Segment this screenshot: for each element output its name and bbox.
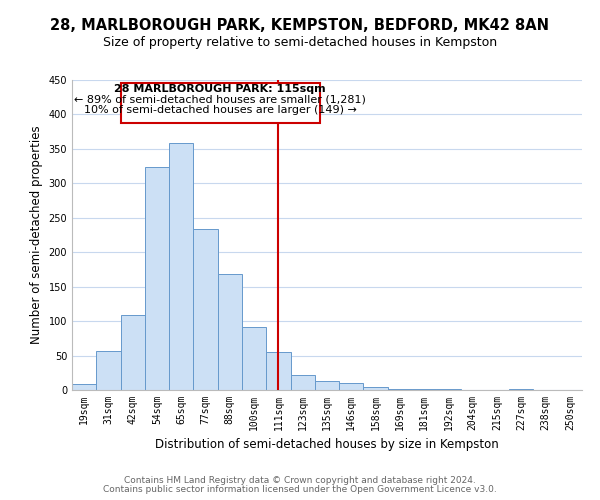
Text: Size of property relative to semi-detached houses in Kempston: Size of property relative to semi-detach… — [103, 36, 497, 49]
Bar — [266, 352, 290, 390]
Bar — [388, 388, 412, 390]
Text: 28, MARLBOROUGH PARK, KEMPSTON, BEDFORD, MK42 8AN: 28, MARLBOROUGH PARK, KEMPSTON, BEDFORD,… — [50, 18, 550, 32]
Bar — [364, 386, 388, 390]
Bar — [145, 168, 169, 390]
X-axis label: Distribution of semi-detached houses by size in Kempston: Distribution of semi-detached houses by … — [155, 438, 499, 452]
Bar — [96, 350, 121, 390]
Bar — [169, 144, 193, 390]
Y-axis label: Number of semi-detached properties: Number of semi-detached properties — [30, 126, 43, 344]
Text: 28 MARLBOROUGH PARK: 115sqm: 28 MARLBOROUGH PARK: 115sqm — [115, 84, 326, 94]
Text: 10% of semi-detached houses are larger (149) →: 10% of semi-detached houses are larger (… — [84, 106, 356, 116]
Bar — [218, 274, 242, 390]
Bar — [72, 384, 96, 390]
Bar — [339, 383, 364, 390]
Text: ← 89% of semi-detached houses are smaller (1,281): ← 89% of semi-detached houses are smalle… — [74, 95, 366, 105]
FancyBboxPatch shape — [121, 83, 320, 122]
Bar — [315, 381, 339, 390]
Text: Contains HM Land Registry data © Crown copyright and database right 2024.: Contains HM Land Registry data © Crown c… — [124, 476, 476, 485]
Bar — [121, 315, 145, 390]
Bar — [242, 328, 266, 390]
Bar — [290, 375, 315, 390]
Bar — [193, 229, 218, 390]
Text: Contains public sector information licensed under the Open Government Licence v3: Contains public sector information licen… — [103, 485, 497, 494]
